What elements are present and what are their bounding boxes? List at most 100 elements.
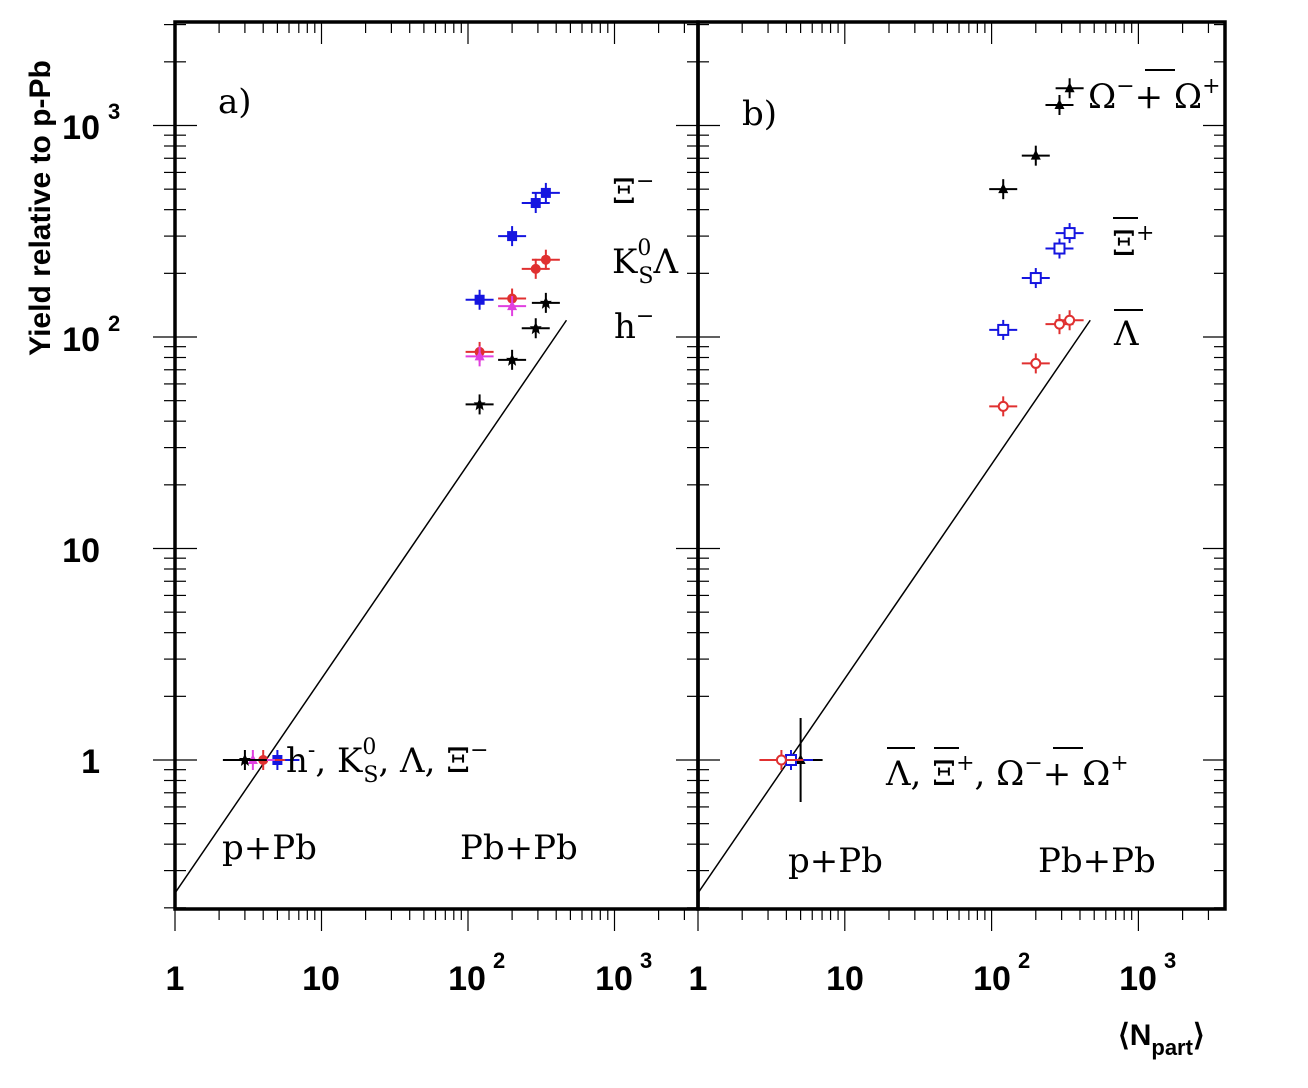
marker [775,754,787,766]
svg-text:Λ: Λ [1113,314,1139,354]
data-point [498,349,527,370]
y-tick-label-1: 1 [81,743,100,781]
svg-text:2: 2 [108,311,120,336]
svg-text:10: 10 [1119,960,1157,998]
panel-a-legend-h-minus: h− [614,304,654,347]
x-tick-label-b-1000: 10 3 [1119,948,1176,998]
panel-b-legend-omega: Ω−+ Ω+ [1088,69,1221,117]
data-point [521,193,550,214]
panel-a-ref-label: h-, K0 S, Λ, Ξ− [286,735,489,788]
marker [530,198,541,209]
panel-b-ref-label: Λ, Ξ+, Ω−+ Ω+ [885,747,1129,794]
marker [529,322,542,335]
svg-text:10: 10 [595,960,633,998]
panel-a: a) Ξ− K0 SΛ h− h-, K0 S, Λ, Ξ− p+Pb Pb+Pb [153,20,700,931]
data-point [531,182,560,203]
data-point [465,289,494,310]
marker [530,263,541,274]
svg-text:10: 10 [62,321,100,359]
panel-b-data-marks [759,78,1084,802]
data-point [531,249,560,270]
svg-text:Λ, Ξ+, Ω−+ Ω+: Λ, Ξ+, Ω−+ Ω+ [885,751,1129,794]
data-point [989,319,1018,340]
panel-a-ticks [153,22,698,931]
x-tick-label-a-1: 1 [166,960,185,998]
x-tick-label-b-10: 10 [826,960,864,998]
svg-text:h-, K0S, Λ, Ξ−: h-, K0 S, Λ, Ξ− [286,735,489,788]
marker [238,754,251,766]
marker [997,323,1010,336]
svg-text:10: 10 [62,109,100,147]
y-tick-labels: 1 10 10 2 10 3 [62,99,120,781]
svg-text:3: 3 [108,99,120,124]
marker [539,296,552,309]
y-axis-title: Yield relative to p-Pb [24,60,57,356]
marker [1053,242,1066,255]
marker [474,294,485,305]
data-point [1021,353,1050,374]
panel-a-region-ppb: p+Pb [222,828,317,868]
data-point [1021,145,1050,166]
marker [1029,272,1042,285]
panel-a-scaling-line [174,319,568,894]
marker [540,187,551,198]
data-point [1055,310,1084,331]
x-tick-labels-a: 1 10 10 2 10 3 [166,948,653,998]
data-point [465,394,494,415]
panel-b-label: b) [742,94,777,134]
data-point [1045,95,1074,116]
marker [474,350,485,361]
data-point [759,750,804,770]
svg-text:⟨Npart⟩: ⟨Npart⟩ [1118,1019,1205,1060]
panel-b-region-pbpb: Pb+Pb [1038,841,1156,881]
svg-text:Ω−+ Ω+: Ω−+ Ω+ [1088,74,1221,117]
svg-text:Ξ+: Ξ+ [1112,221,1154,264]
svg-text:3: 3 [640,948,652,973]
data-point [531,292,560,313]
x-tick-label-a-1000: 10 3 [595,948,652,998]
svg-text:h−: h− [614,304,654,347]
data-point [1021,268,1050,289]
x-axis-title: ⟨Npart⟩ [1118,1019,1205,1060]
x-tick-labels-b: 1 10 10 2 10 3 [689,948,1177,998]
data-point [1055,223,1084,244]
marker [473,398,486,411]
marker [540,254,551,265]
marker [507,231,518,242]
marker [1030,357,1042,369]
data-point [498,296,527,317]
panel-b: b) Ω−+ Ω+ Ξ+ Λ Λ, Ξ+, Ω−+ Ω+ p+Pb Pb+Pb [696,20,1227,931]
x-tick-label-a-100: 10 2 [448,948,505,998]
svg-text:2: 2 [493,948,505,973]
data-point [989,179,1018,200]
marker [998,183,1009,194]
x-tick-label-a-10: 10 [302,960,340,998]
marker [1030,149,1041,160]
data-point [989,396,1018,417]
data-point [222,750,267,770]
panel-a-legend-xi-minus: Ξ− [612,169,654,212]
marker [1054,99,1065,110]
panel-b-frame [696,20,1227,911]
panel-b-legend-lambdabar: Λ [1113,309,1143,354]
x-tick-label-b-1: 1 [689,960,708,998]
marker [506,353,519,366]
x-tick-label-b-100: 10 2 [973,948,1030,998]
panel-b-legend-xibar: Ξ+ [1112,217,1154,264]
svg-text:2: 2 [1018,948,1030,973]
panel-b-scaling-line [697,319,1091,894]
marker [1064,82,1075,93]
y-tick-label-10: 10 [62,532,100,570]
y-tick-label-1000: 10 3 [62,99,120,147]
data-point [465,346,494,367]
marker [997,400,1009,412]
svg-text:3: 3 [1164,948,1176,973]
svg-text:10: 10 [973,960,1011,998]
data-point [1055,78,1084,99]
y-tick-label-100: 10 2 [62,311,120,359]
panel-a-label: a) [218,82,252,122]
marker [507,300,518,311]
panel-a-data-marks [222,182,560,770]
